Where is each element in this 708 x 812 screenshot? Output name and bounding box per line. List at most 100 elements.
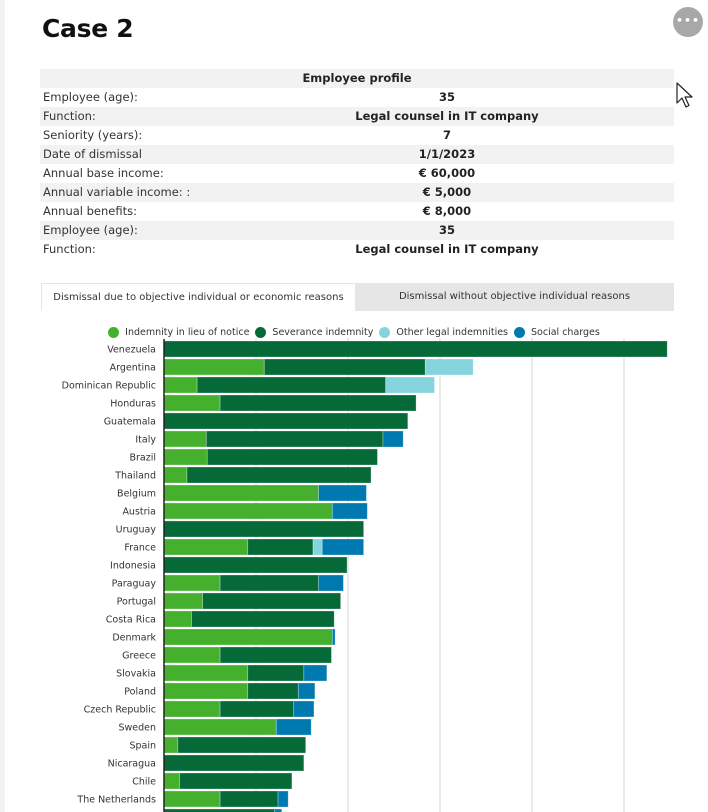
legend-item[interactable]: Social charges <box>514 326 600 338</box>
bar-segment[interactable] <box>385 376 435 394</box>
bar-segment[interactable] <box>206 448 378 466</box>
tab-without-objective-reasons[interactable]: Dismissal without objective individual r… <box>355 283 674 311</box>
bar-row[interactable]: Poland <box>124 682 316 700</box>
legend-item[interactable]: Indemnity in lieu of notice <box>108 326 249 338</box>
bar-segment[interactable] <box>382 430 404 448</box>
bar-row[interactable]: Greece <box>122 646 332 664</box>
bar-segment[interactable] <box>247 664 305 682</box>
bar-segment[interactable] <box>297 682 316 700</box>
bar-row[interactable]: France <box>124 538 365 556</box>
bar-segment[interactable] <box>219 574 319 592</box>
bar-segment[interactable] <box>163 736 179 754</box>
bar-segment[interactable] <box>277 790 289 808</box>
bar-segment[interactable] <box>163 520 365 538</box>
bar-segment[interactable] <box>318 574 344 592</box>
bar-segment[interactable] <box>163 574 221 592</box>
bar-row[interactable] <box>163 808 283 812</box>
bar-segment[interactable] <box>219 790 279 808</box>
bar-segment[interactable] <box>219 394 417 412</box>
bar-segment[interactable] <box>202 592 342 610</box>
bar-segment[interactable] <box>163 592 204 610</box>
bar-segment[interactable] <box>163 610 193 628</box>
bar-segment[interactable] <box>163 376 198 394</box>
bar-segment[interactable] <box>163 808 275 812</box>
bar-segment[interactable] <box>163 772 181 790</box>
bar-row[interactable]: Austria <box>122 502 368 520</box>
bar-segment[interactable] <box>163 664 249 682</box>
bar-segment[interactable] <box>163 718 277 736</box>
bar-row[interactable]: Slovakia <box>116 664 328 682</box>
bar-row[interactable]: Paraguay <box>112 574 344 592</box>
bar-segment[interactable] <box>219 646 332 664</box>
legend-item[interactable]: Other legal indemnities <box>379 326 508 338</box>
bar-row[interactable]: Nicaragua <box>108 754 305 772</box>
bar-row[interactable]: Czech Republic <box>84 700 315 718</box>
bar-segment[interactable] <box>331 502 368 520</box>
bar-segment[interactable] <box>191 610 335 628</box>
legend-item[interactable]: Severance indemnity <box>255 326 374 338</box>
bar-segment[interactable] <box>331 628 336 646</box>
bar-segment[interactable] <box>303 664 328 682</box>
bar-segment[interactable] <box>163 700 221 718</box>
profile-row: Seniority (years): 7 <box>40 126 674 145</box>
bar-segment[interactable] <box>179 772 293 790</box>
profile-row-value: Legal counsel in IT company <box>355 242 539 256</box>
bar-row[interactable]: The Netherlands <box>76 790 289 808</box>
bar-segment[interactable] <box>163 448 208 466</box>
bar-segment[interactable] <box>177 736 307 754</box>
bar-segment[interactable] <box>247 538 314 556</box>
bar-row[interactable]: Spain <box>129 736 307 754</box>
bar-segment[interactable] <box>275 718 312 736</box>
bar-row[interactable]: Uruguay <box>116 520 365 538</box>
bar-segment[interactable] <box>163 394 221 412</box>
profile-row-value: Legal counsel in IT company <box>355 109 539 123</box>
bar-row[interactable]: Argentina <box>110 358 474 376</box>
bar-row[interactable]: Portugal <box>117 592 342 610</box>
bar-row[interactable]: Italy <box>135 430 404 448</box>
bar-segment[interactable] <box>163 754 305 772</box>
bar-row[interactable]: Costa Rica <box>106 610 335 628</box>
bar-row[interactable]: Brazil <box>129 448 378 466</box>
bar-row[interactable]: Thailand <box>114 466 372 484</box>
bar-segment[interactable] <box>424 358 474 376</box>
bar-segment[interactable] <box>163 466 188 484</box>
bar-segment[interactable] <box>196 376 387 394</box>
bar-segment[interactable] <box>163 682 249 700</box>
bar-row[interactable]: Denmark <box>112 628 336 646</box>
bar-segment[interactable] <box>163 538 249 556</box>
bar-segment[interactable] <box>186 466 372 484</box>
bar-row[interactable]: Dominican Republic <box>62 376 435 394</box>
bar-row[interactable]: Chile <box>132 772 293 790</box>
bar-row[interactable]: Sweden <box>118 718 312 736</box>
bar-segment[interactable] <box>163 358 265 376</box>
bar-segment[interactable] <box>273 808 283 812</box>
bar-segment[interactable] <box>163 790 221 808</box>
bar-segment[interactable] <box>163 430 207 448</box>
legend-label: Social charges <box>531 326 600 338</box>
bar-row[interactable]: Indonesia <box>110 556 348 574</box>
profile-row: Annual variable income: : € 5,000 <box>40 183 674 202</box>
category-label: Portugal <box>117 597 156 608</box>
bar-segment[interactable] <box>247 682 299 700</box>
bar-row[interactable]: Venezuela <box>107 340 668 358</box>
bar-segment[interactable] <box>163 556 348 574</box>
bar-segment[interactable] <box>219 700 295 718</box>
bar-segment[interactable] <box>163 502 333 520</box>
legend-label: Severance indemnity <box>272 326 374 338</box>
bar-segment[interactable] <box>163 340 668 358</box>
bar-segment[interactable] <box>163 484 319 502</box>
more-options-button[interactable]: ••• <box>673 7 703 37</box>
bar-row[interactable]: Belgium <box>117 484 367 502</box>
bar-segment[interactable] <box>163 628 333 646</box>
bar-segment[interactable] <box>312 538 323 556</box>
bar-segment[interactable] <box>318 484 367 502</box>
bar-row[interactable]: Guatemala <box>104 412 409 430</box>
bar-segment[interactable] <box>163 646 221 664</box>
bar-segment[interactable] <box>163 412 409 430</box>
bar-row[interactable]: Honduras <box>110 394 417 412</box>
bar-segment[interactable] <box>293 700 315 718</box>
tab-objective-reasons[interactable]: Dismissal due to objective individual or… <box>41 283 355 311</box>
bar-segment[interactable] <box>321 538 365 556</box>
bar-segment[interactable] <box>263 358 426 376</box>
bar-segment[interactable] <box>205 430 384 448</box>
